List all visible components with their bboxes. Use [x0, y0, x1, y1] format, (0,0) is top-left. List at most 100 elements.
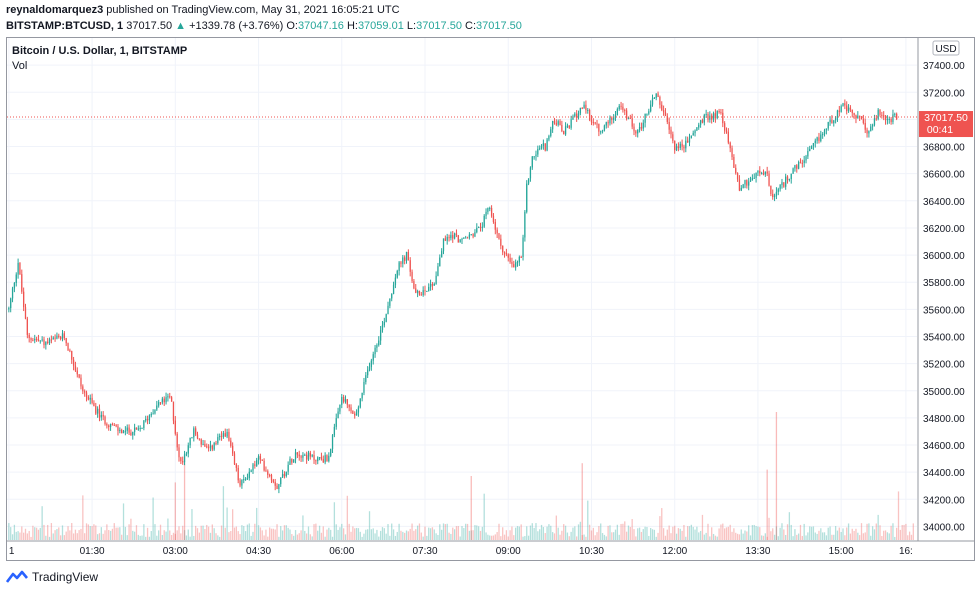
volume-bar — [331, 536, 334, 540]
volume-bar — [738, 534, 741, 540]
candle-body — [603, 125, 606, 131]
volume-bar — [755, 526, 757, 540]
volume-bar — [61, 525, 64, 540]
candle-body — [722, 112, 724, 124]
candle-body — [446, 237, 448, 241]
legend-volume[interactable]: Vol — [12, 60, 28, 72]
volume-bar — [881, 536, 883, 540]
candle-body — [474, 232, 476, 237]
candle-body — [594, 122, 596, 124]
candle-body — [760, 173, 763, 175]
candle-body — [278, 484, 280, 489]
volume-bar — [379, 530, 382, 540]
candle-body — [611, 117, 613, 120]
candle-body — [172, 401, 175, 421]
candle-body — [723, 123, 726, 131]
candle-body — [207, 447, 210, 449]
candle-body — [833, 120, 835, 124]
volume-bar — [779, 527, 781, 540]
volume-bar — [692, 526, 694, 540]
volume-bar — [533, 527, 535, 540]
volume-bar — [823, 532, 826, 540]
volume-bar — [93, 524, 95, 540]
volume-bar — [235, 526, 237, 540]
candle-body — [176, 433, 178, 448]
volume-bar — [799, 524, 802, 540]
volume-bar — [637, 528, 639, 540]
volume-bar — [803, 523, 805, 540]
volume-bar — [304, 530, 306, 540]
volume-bar — [161, 534, 164, 540]
candle-body — [146, 418, 149, 421]
volume-bar — [794, 529, 796, 540]
candle-body — [339, 404, 341, 412]
candle-body — [616, 109, 619, 116]
volume-bar — [241, 525, 243, 540]
candle-body — [93, 402, 95, 407]
volume-bar — [836, 530, 839, 540]
tradingview-brand[interactable]: TradingView — [6, 570, 98, 584]
candle-body — [305, 454, 308, 460]
volume-bar — [133, 531, 136, 540]
volume-bar — [631, 519, 633, 540]
candle-body — [566, 125, 569, 127]
volume-bar — [494, 534, 496, 540]
candle-body — [439, 257, 441, 267]
time-tick-label: 01:30 — [80, 546, 105, 557]
candle-body — [834, 117, 837, 121]
candle-body — [468, 234, 471, 238]
currency-badge[interactable]: USD — [932, 40, 960, 56]
author-link[interactable]: reynaldomarquez3 — [6, 4, 104, 16]
volume-bar — [477, 526, 480, 540]
volume-bar — [437, 534, 439, 540]
volume-spike — [581, 463, 583, 540]
candlestick-series — [8, 91, 898, 494]
currency-label: USD — [935, 44, 956, 55]
candle-body — [668, 121, 670, 130]
volume-bar — [322, 526, 324, 540]
volume-bar — [355, 527, 358, 540]
volume-bar — [677, 528, 680, 540]
legend-title[interactable]: Bitcoin / U.S. Dollar, 1, BITSTAMP — [12, 45, 188, 57]
candle-body — [418, 291, 421, 295]
volume-bar — [183, 530, 186, 540]
candle-body — [526, 183, 528, 212]
volume-bar — [646, 526, 648, 540]
volume-bar — [435, 533, 437, 540]
volume-bar — [792, 536, 794, 540]
volume-bar — [762, 535, 765, 540]
volume-bar — [363, 533, 365, 540]
candle-body — [126, 427, 128, 431]
candle-body — [150, 413, 152, 416]
price-tick-label: 35800.00 — [923, 278, 965, 289]
volume-bar — [313, 524, 315, 540]
volume-bar — [664, 535, 667, 540]
candle-body — [627, 117, 630, 119]
volume-bar — [770, 531, 772, 540]
volume-bar — [853, 530, 855, 540]
volume-bar — [670, 533, 672, 540]
volume-bar — [370, 529, 373, 540]
volume-bar — [389, 535, 391, 540]
candle-body — [28, 334, 30, 338]
time-axis-labels[interactable]: 1 01:30 03:00 04:30 06:00 07:30 09:00 10:30 12:0… — [9, 546, 913, 557]
volume-bar — [39, 527, 41, 540]
volume-bar — [796, 534, 798, 540]
volume-bar — [659, 516, 661, 540]
volume-bar — [588, 524, 591, 540]
candle-body — [80, 377, 82, 387]
volume-bar — [855, 528, 857, 540]
volume-bar — [753, 524, 755, 540]
volume-bar — [28, 530, 30, 540]
candle-body — [135, 427, 138, 430]
candle-body — [34, 338, 36, 341]
candle-body — [211, 445, 213, 450]
candle-body — [243, 479, 245, 481]
volume-bar — [100, 527, 102, 540]
volume-bar — [145, 536, 147, 540]
candle-body — [463, 237, 465, 239]
volume-bar — [330, 529, 332, 540]
candle-body — [272, 480, 274, 482]
volume-bar — [797, 533, 800, 540]
